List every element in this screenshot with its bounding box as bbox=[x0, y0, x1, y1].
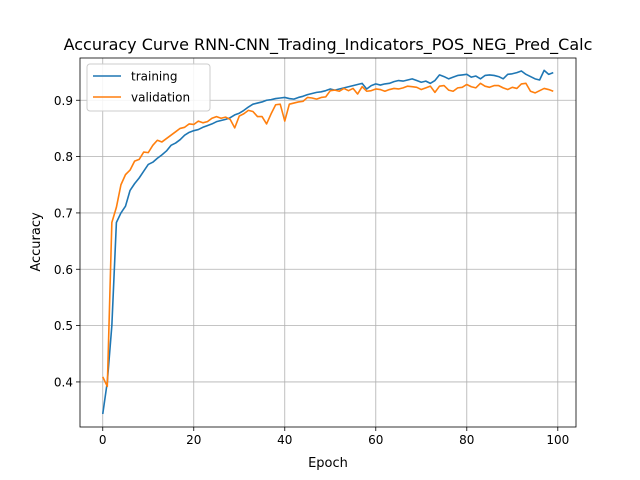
y-axis-label: Accuracy bbox=[29, 212, 44, 272]
chart-title: Accuracy Curve RNN-CNN_Trading_Indicator… bbox=[64, 35, 593, 55]
y-tick-label: 0.7 bbox=[54, 206, 73, 220]
series-lines bbox=[101, 69, 554, 415]
plot-frame bbox=[79, 57, 577, 428]
x-tick-label: 60 bbox=[368, 433, 383, 447]
x-tick-label: 20 bbox=[186, 433, 201, 447]
y-tick-label: 0.6 bbox=[54, 263, 73, 277]
legend: training validation bbox=[86, 63, 211, 112]
series-line-training bbox=[101, 69, 554, 415]
x-tick-label: 80 bbox=[459, 433, 474, 447]
y-tick-label: 0.8 bbox=[54, 150, 73, 164]
legend-label-validation: validation bbox=[131, 91, 190, 105]
y-tick-label: 0.5 bbox=[54, 319, 73, 333]
x-axis-label: Epoch bbox=[308, 456, 348, 471]
y-tick-label: 0.9 bbox=[54, 94, 73, 108]
series-line-validation bbox=[102, 82, 554, 388]
y-tick-label: 0.4 bbox=[54, 375, 73, 389]
axes: 0 20 40 60 80 100 0.4 0.5 0.6 0.7 0.8 0.9 bbox=[54, 57, 577, 447]
x-tick-label: 40 bbox=[277, 433, 292, 447]
legend-label-training: training bbox=[131, 70, 178, 84]
x-tick-label: 100 bbox=[546, 433, 569, 447]
x-tick-label: 0 bbox=[99, 433, 107, 447]
